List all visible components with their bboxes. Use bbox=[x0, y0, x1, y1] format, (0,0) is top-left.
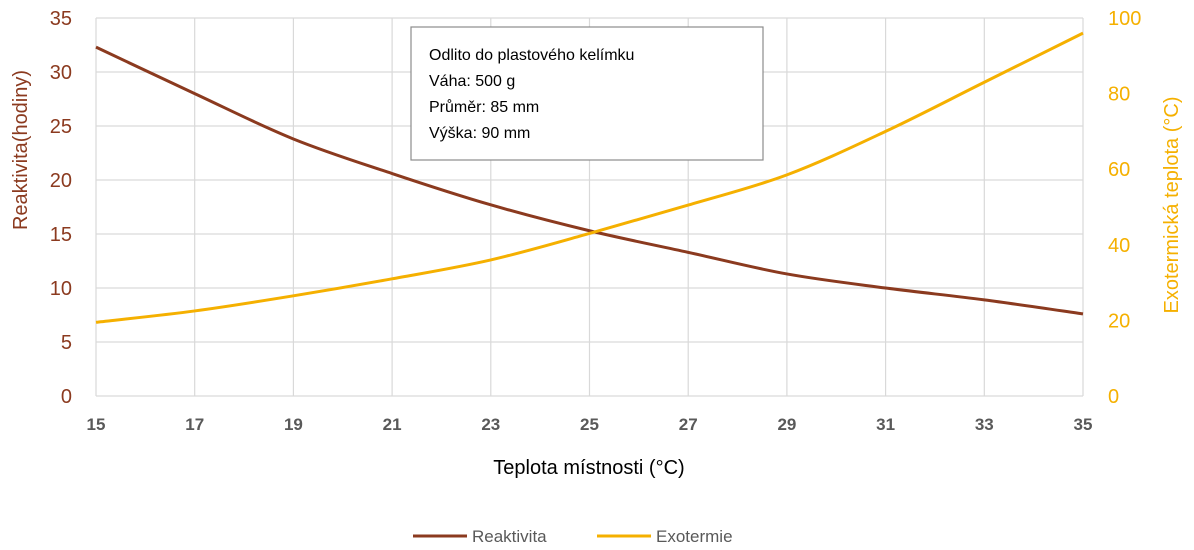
x-tick-label: 17 bbox=[185, 415, 204, 434]
x-tick-label: 19 bbox=[284, 415, 303, 434]
left-tick-label: 25 bbox=[50, 116, 72, 138]
legend-label-exotermie: Exotermie bbox=[656, 527, 733, 546]
annotation-line: Průměr: 85 mm bbox=[429, 98, 539, 116]
x-tick-label: 31 bbox=[876, 415, 895, 434]
series-line-reaktivita bbox=[95, 45, 1084, 316]
left-tick-label: 10 bbox=[50, 278, 72, 300]
right-tick-label: 20 bbox=[1108, 310, 1130, 332]
x-tick-label: 35 bbox=[1074, 415, 1093, 434]
annotation-line: Váha: 500 g bbox=[429, 73, 515, 90]
series-line-exotermie bbox=[95, 31, 1084, 324]
x-tick-label: 25 bbox=[580, 415, 599, 434]
x-tick-label: 33 bbox=[975, 415, 994, 434]
series-lines bbox=[95, 31, 1084, 324]
left-axis-title: Reaktivita(hodiny) bbox=[10, 70, 32, 230]
x-tick-label: 15 bbox=[87, 415, 106, 434]
x-axis-ticks: 15 17 19 21 23 25 27 29 31 33 35 bbox=[87, 415, 1093, 434]
left-tick-label: 35 bbox=[50, 8, 72, 30]
left-tick-label: 15 bbox=[50, 224, 72, 246]
left-tick-label: 0 bbox=[61, 386, 72, 408]
left-axis-ticks: 0 5 10 15 20 25 30 35 bbox=[50, 8, 72, 408]
right-tick-label: 0 bbox=[1108, 386, 1119, 408]
annotation-frame bbox=[410, 26, 764, 161]
right-axis-ticks: 0 20 40 60 80 100 bbox=[1108, 8, 1141, 408]
left-tick-label: 20 bbox=[50, 170, 72, 192]
annotation-box: Odlito do plastového kelímku Váha: 500 g… bbox=[410, 26, 764, 161]
annotation-line: Výška: 90 mm bbox=[429, 125, 530, 142]
x-tick-label: 23 bbox=[481, 415, 500, 434]
right-tick-label: 40 bbox=[1108, 235, 1130, 257]
right-axis-title: Exotermická teplota (°C) bbox=[1161, 97, 1183, 314]
x-tick-label: 21 bbox=[383, 415, 402, 434]
x-tick-label: 27 bbox=[679, 415, 698, 434]
right-tick-label: 60 bbox=[1108, 159, 1130, 181]
left-tick-label: 5 bbox=[61, 332, 72, 354]
x-tick-label: 29 bbox=[777, 415, 796, 434]
left-tick-label: 30 bbox=[50, 62, 72, 84]
x-axis-title: Teplota místnosti (°C) bbox=[493, 457, 684, 479]
right-tick-label: 80 bbox=[1108, 84, 1130, 106]
annotation-line: Odlito do plastového kelímku bbox=[429, 47, 634, 64]
legend-label-reaktivita: Reaktivita bbox=[472, 527, 547, 546]
legend: Reaktivita Exotermie bbox=[413, 527, 733, 546]
right-tick-label: 100 bbox=[1108, 8, 1141, 30]
